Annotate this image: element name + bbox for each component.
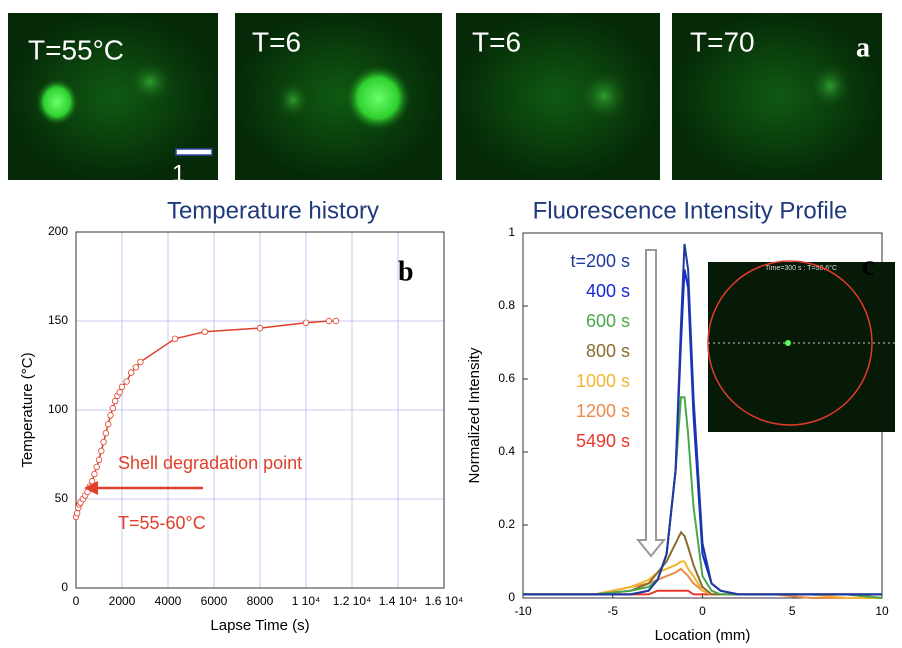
x-tick-label: -10 [514, 604, 532, 618]
y-tick-label: 100 [48, 402, 68, 416]
data-point [118, 383, 126, 391]
x-tick-label: 1.2 10⁴ [333, 594, 372, 608]
x-tick-label: 10 [875, 604, 889, 618]
blob [125, 60, 175, 104]
arrow [635, 249, 667, 558]
y-tick-label: 0.2 [498, 517, 515, 531]
data-point [302, 319, 310, 326]
data-point [93, 463, 100, 471]
blob [808, 62, 852, 110]
x-tick-label: 2000 [109, 594, 136, 608]
scale-bar [175, 148, 213, 156]
blob [576, 68, 632, 124]
legend-entry: 600 s [586, 311, 630, 331]
blob [35, 78, 79, 126]
x-tick-label: 5 [789, 604, 796, 618]
legend-entry: 1000 s [576, 371, 630, 391]
y-tick-label: 1 [508, 225, 515, 239]
y-axis-label: Temperature (°C) [19, 352, 36, 467]
y-tick-label: 0.8 [498, 298, 515, 312]
x-tick-label: 1 10⁴ [292, 594, 321, 608]
y-axis-label: Normalized Intensity [466, 347, 483, 483]
panel-label: b [398, 256, 414, 287]
blob [344, 64, 412, 132]
arrow-head [84, 481, 98, 495]
data-point [332, 317, 340, 325]
x-tick-label: 8000 [247, 594, 274, 608]
panel-a: 1 T=55°C T=6 T=6 T=70 a [8, 13, 882, 187]
x-tick-label: 0 [73, 594, 80, 608]
data-point [95, 456, 103, 464]
data-line [523, 560, 882, 599]
chart: Fluorescence Intensity Profile 0 0.2 0.4 0.6… [466, 197, 895, 644]
data-point [91, 470, 98, 478]
y-tick-label: 0.4 [498, 444, 515, 458]
image-label: T=55°C [28, 34, 124, 65]
x-tick-label: -5 [607, 604, 618, 618]
annotation: Shell degradation point [118, 453, 302, 473]
data-point [137, 358, 144, 366]
data-point [123, 378, 130, 385]
x-tick-label: 1.6 10⁴ [425, 594, 464, 608]
data-point [256, 324, 264, 332]
data-point [171, 335, 179, 342]
legend-entry: 400 s [586, 281, 630, 301]
data-line [523, 243, 882, 596]
x-tick-label: 4000 [155, 594, 182, 608]
data-point [100, 438, 107, 446]
panel-label: a [856, 32, 870, 63]
image-label: T=70 [690, 26, 755, 57]
plot-frame [75, 231, 445, 589]
y-tick-label: 150 [48, 313, 68, 327]
legend-entry: t=200 s [570, 251, 630, 271]
panel-label: c [862, 250, 874, 281]
x-axis-label: Location (mm) [655, 627, 751, 644]
x-axis-label: Lapse Time (s) [210, 617, 309, 634]
y-tick-label: 0.6 [498, 371, 515, 385]
image-label: T=6 [472, 26, 521, 57]
data-point [104, 421, 112, 428]
legend-entry: 800 s [586, 341, 630, 361]
chart-title: Fluorescence Intensity Profile [533, 197, 848, 224]
x-tick-label: 0 [699, 604, 706, 618]
chart-title: Temperature history [167, 197, 379, 224]
data-point [98, 447, 105, 455]
data-point [111, 397, 119, 405]
legend-entry: 1200 s [576, 401, 630, 421]
y-tick-label: 50 [55, 491, 69, 505]
legend-entry: 5490 s [576, 431, 630, 451]
inset-caption: Time=300 s : T=50.6°C [765, 264, 837, 272]
image-label: T=6 [252, 26, 301, 57]
data-point [127, 369, 135, 376]
inset-image [708, 262, 895, 432]
data-point [201, 328, 208, 335]
x-tick-label: 1.4 10⁴ [379, 594, 418, 608]
data-point [325, 317, 333, 325]
y-tick-label: 0 [61, 580, 68, 594]
data-point [132, 364, 139, 371]
blob [275, 80, 311, 120]
scale-label: 1 [172, 160, 185, 187]
y-tick-label: 0 [508, 590, 515, 604]
inset-dot [785, 340, 791, 346]
annotation: T=55-60°C [118, 513, 206, 533]
data-point [109, 405, 116, 412]
x-tick-label: 6000 [201, 594, 228, 608]
data-point [107, 412, 114, 419]
data-point [102, 429, 110, 437]
y-tick-label: 200 [48, 224, 68, 238]
data-point [116, 389, 123, 396]
data-point [73, 510, 81, 517]
